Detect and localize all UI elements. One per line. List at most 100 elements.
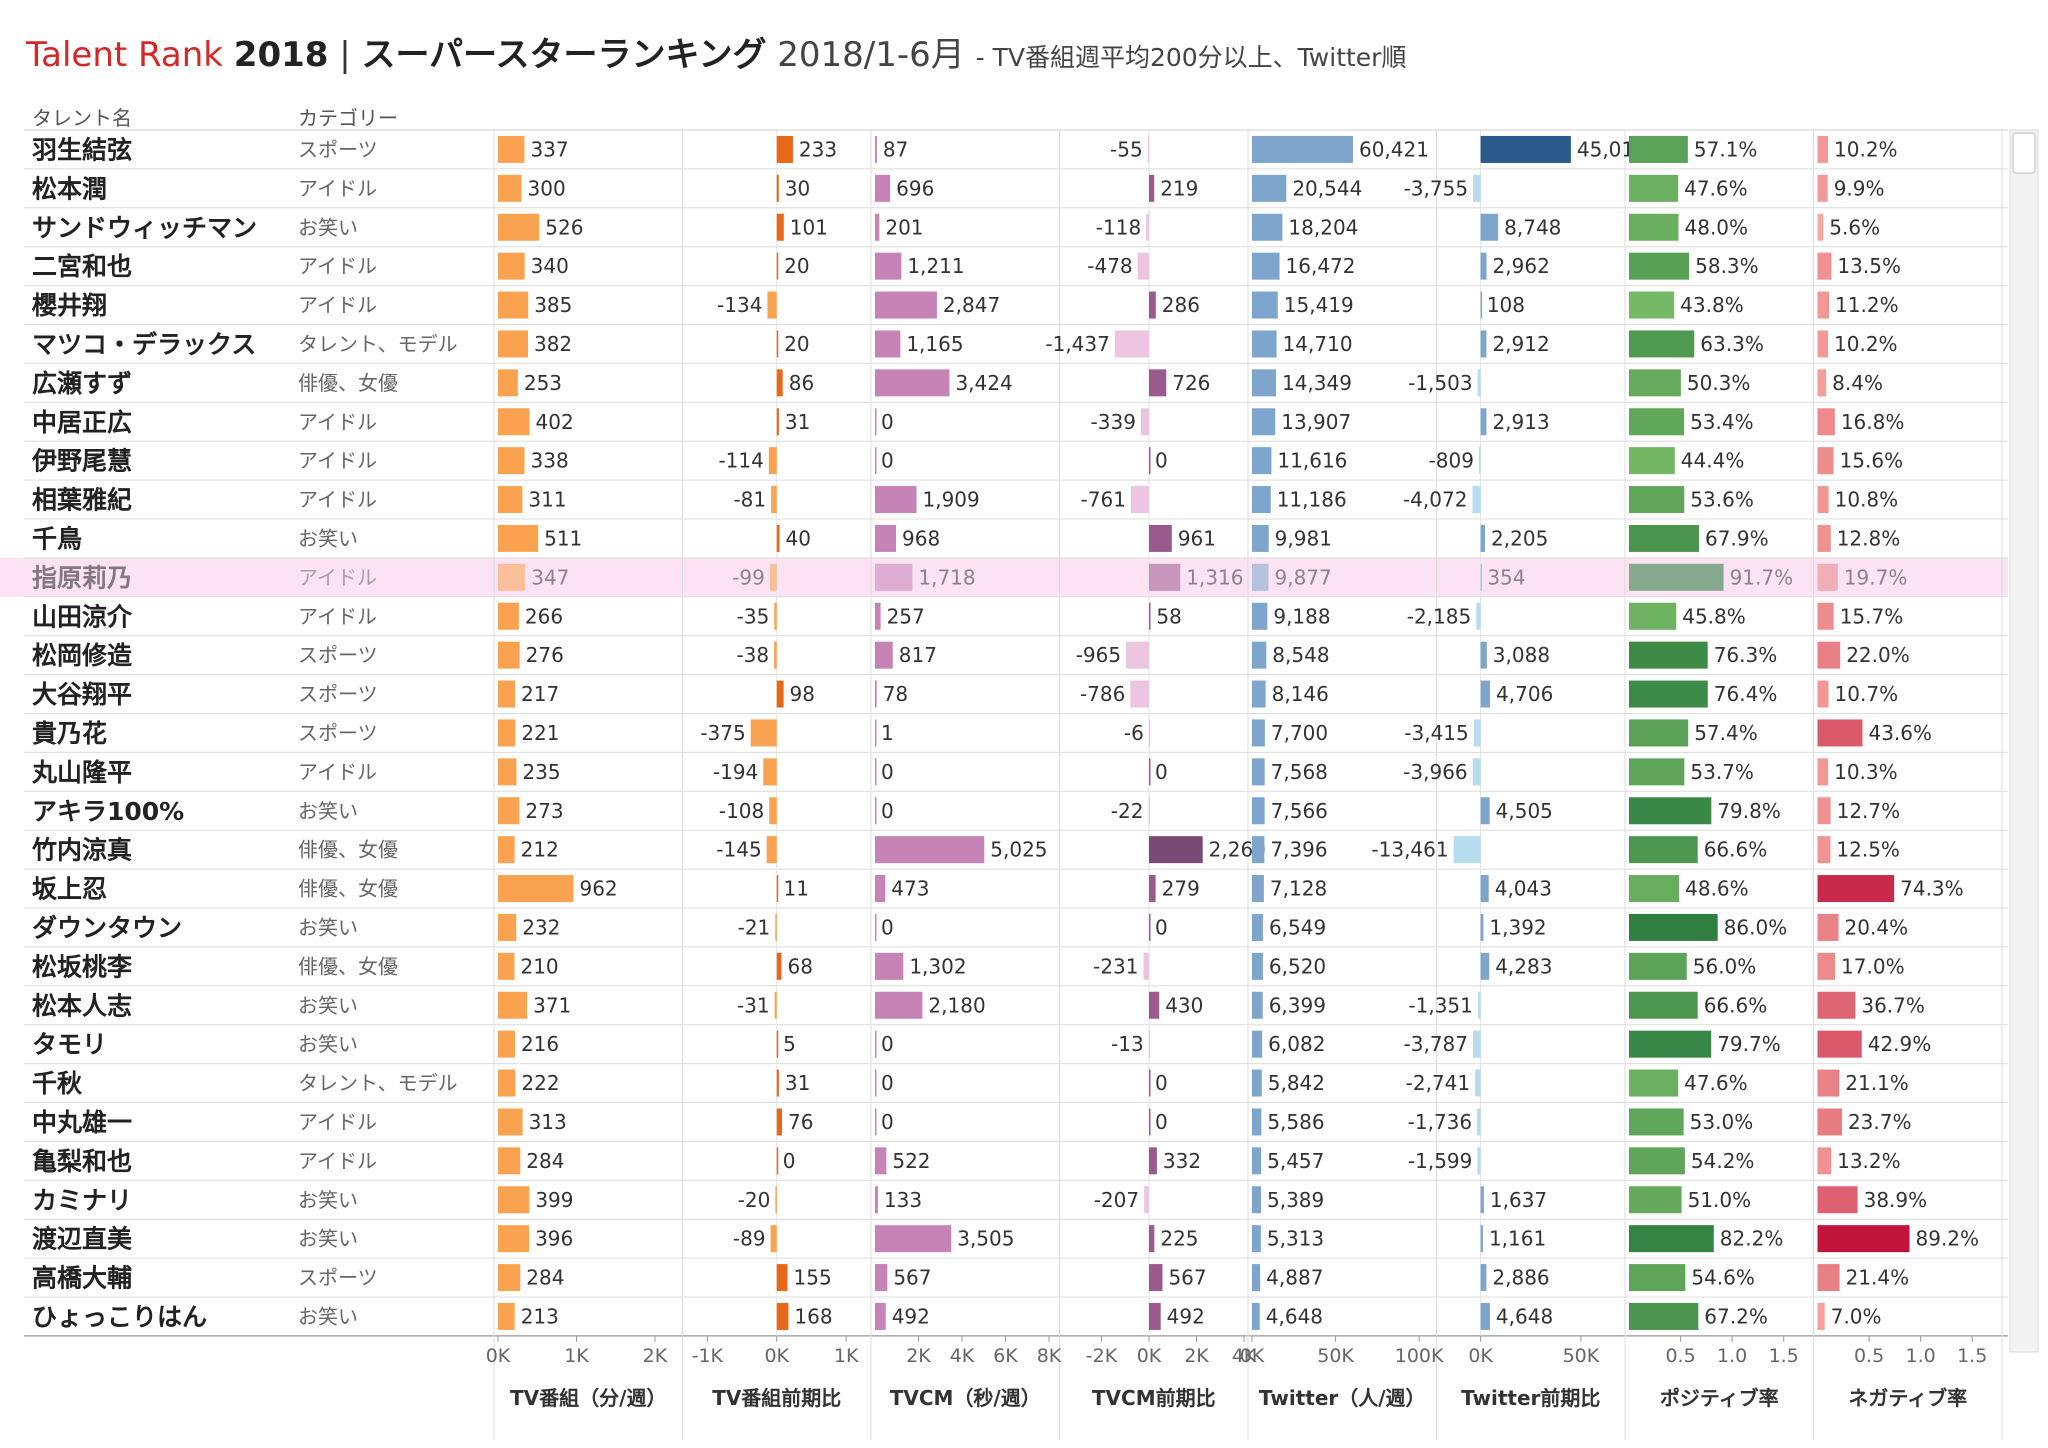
bar-tv: [498, 524, 539, 552]
value-label-pos: 57.4%: [1694, 721, 1758, 745]
value-label-pos: 53.6%: [1690, 488, 1754, 512]
bar-tv: [498, 135, 525, 163]
bar-tv: [498, 1225, 530, 1253]
value-label-neg: 21.4%: [1846, 1266, 1910, 1290]
bar-tw: [1252, 135, 1353, 163]
scrollbar-track[interactable]: [2009, 129, 2039, 1353]
bar-tv: [498, 602, 519, 630]
value-label-pos: 67.2%: [1704, 1304, 1768, 1328]
bar-tw: [1252, 641, 1267, 669]
bar-tv_change: [776, 1264, 788, 1292]
table-row: 松本人志 お笑い 371 -31 2,180 430 6,399 -1,351 66.6% 36.…: [32, 991, 1925, 1020]
header-category: カテゴリー: [298, 106, 398, 130]
bar-neg: [1817, 1186, 1858, 1214]
axis-tick-label: -2K: [1086, 1345, 1118, 1367]
bar-pos: [1629, 252, 1690, 280]
value-label-tw: 5,586: [1267, 1110, 1324, 1134]
value-label-neg: 12.8%: [1837, 526, 1901, 550]
bar-neg: [1817, 213, 1824, 241]
table-row: 伊野尾慧 アイドル 338 -114 0 0 11,616 -809 44.4% 15.6%: [31, 447, 1903, 476]
value-label-tw_change: -3,787: [1404, 1032, 1468, 1056]
talent-category: アイドル: [298, 176, 377, 200]
talent-category: スポーツ: [298, 682, 378, 706]
bar-tw: [1252, 680, 1266, 708]
value-label-cm_change: 1,316: [1186, 565, 1243, 589]
bar-tv: [498, 758, 517, 786]
value-label-neg: 12.5%: [1836, 838, 1900, 862]
bar-cm: [875, 135, 877, 163]
value-label-tv: 313: [529, 1110, 567, 1134]
talent-name: 広瀬すず: [32, 369, 132, 398]
bar-tv: [498, 408, 530, 436]
bar-neg: [1817, 758, 1829, 786]
bar-tw_change: [1480, 1225, 1483, 1253]
bar-tv_change: [776, 330, 779, 358]
bar-cm: [875, 486, 917, 514]
scrollbar-thumb[interactable]: [2012, 132, 2036, 174]
value-label-tv: 221: [521, 721, 559, 745]
value-label-neg: 10.7%: [1835, 682, 1899, 706]
bar-tv_change: [776, 1030, 779, 1058]
value-label-cm_change: -231: [1093, 954, 1138, 978]
value-label-tv: 311: [528, 488, 566, 512]
bar-cm: [875, 1069, 877, 1097]
talent-name: 松岡修造: [32, 641, 132, 670]
value-label-neg: 36.7%: [1861, 993, 1925, 1017]
table-row: 貴乃花 スポーツ 221 -375 1 -6 7,700 -3,415 57.4% 43.6%: [32, 719, 1932, 748]
value-label-cm: 0: [881, 410, 894, 434]
value-label-pos: 66.6%: [1704, 838, 1768, 862]
bar-cm_change: [1149, 875, 1156, 903]
value-label-neg: 11.2%: [1835, 293, 1899, 317]
value-label-tw_change: -1,503: [1408, 371, 1472, 395]
bar-pos: [1629, 758, 1685, 786]
bar-pos: [1629, 369, 1681, 397]
bar-cm_change: [1149, 991, 1160, 1019]
value-label-tw_change: -3,415: [1404, 721, 1468, 745]
axis-title-tv_change: TV番組前期比: [712, 1386, 841, 1410]
value-label-tv: 399: [535, 1188, 573, 1212]
bar-tw_change: [1480, 797, 1490, 825]
value-label-pos: 76.4%: [1714, 682, 1778, 706]
bar-neg: [1817, 719, 1863, 747]
bar-neg: [1817, 408, 1835, 436]
bar-cm_change: [1149, 1108, 1151, 1136]
talent-category: 俳優、女優: [298, 838, 398, 862]
bar-cm_change: [1149, 563, 1181, 591]
value-label-tw: 5,313: [1267, 1227, 1324, 1251]
value-label-pos: 76.3%: [1714, 643, 1778, 667]
value-label-cm_change: -965: [1076, 643, 1121, 667]
bar-cm: [875, 563, 913, 591]
talent-name: 高橋大輔: [32, 1264, 132, 1293]
value-label-tw_change: -1,736: [1408, 1110, 1472, 1134]
bar-pos: [1629, 913, 1718, 941]
bar-neg: [1817, 174, 1828, 202]
talent-name: 竹内涼真: [31, 836, 132, 865]
value-label-cm: 1,211: [907, 254, 964, 278]
axis-tick-label: 0K: [764, 1345, 789, 1367]
bar-cm_change: [1149, 913, 1151, 941]
value-label-tv: 235: [522, 760, 560, 784]
value-label-cm: 0: [881, 1110, 894, 1134]
bar-tv: [498, 291, 529, 319]
value-label-tv: 217: [521, 682, 559, 706]
bar-tw: [1252, 991, 1263, 1019]
table-row: 羽生結弦 スポーツ 337 233 87 -55 60,421 45,011 57.1% 10.2…: [32, 135, 1898, 164]
value-label-tw: 7,568: [1271, 760, 1328, 784]
value-label-tw: 20,544: [1292, 176, 1362, 200]
bar-cm: [875, 447, 877, 475]
title-note: - TV番組週平均200分以上、Twitter順: [975, 43, 1407, 72]
value-label-tw: 5,457: [1267, 1149, 1324, 1173]
bar-tv_change: [776, 252, 779, 280]
bar-tw: [1252, 797, 1265, 825]
value-label-tw: 11,616: [1277, 449, 1347, 473]
value-label-tw_change: -809: [1429, 449, 1474, 473]
value-label-pos: 66.6%: [1704, 993, 1768, 1017]
value-label-tv: 284: [526, 1266, 564, 1290]
value-label-tv_change: 68: [787, 954, 812, 978]
bar-tw_change: [1480, 1264, 1487, 1292]
value-label-tv: 273: [525, 799, 563, 823]
value-label-neg: 89.2%: [1916, 1227, 1980, 1251]
value-label-neg: 15.6%: [1840, 449, 1904, 473]
bar-tw_change: [1480, 563, 1483, 591]
